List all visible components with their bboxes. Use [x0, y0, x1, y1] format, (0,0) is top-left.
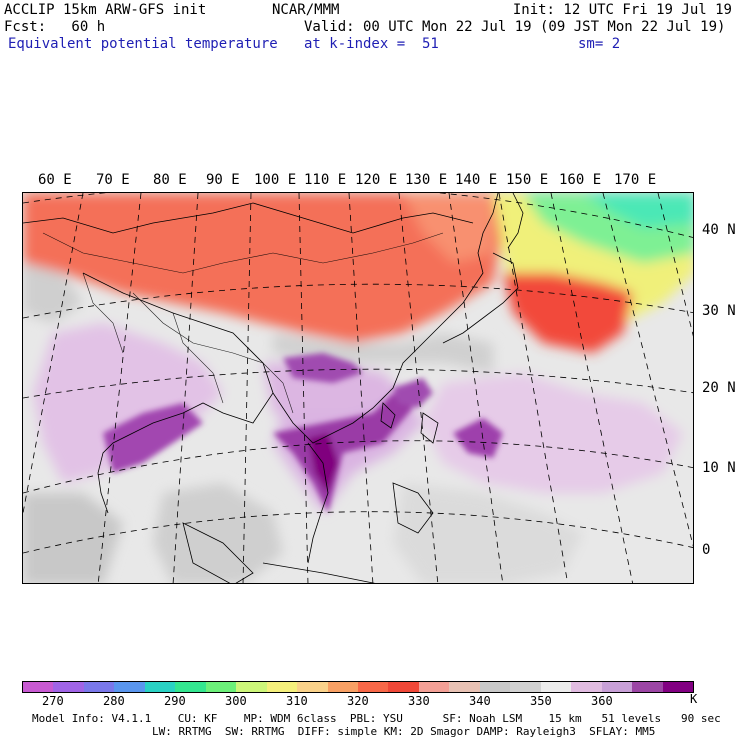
- lon-label: 110 E: [304, 172, 347, 188]
- colorbar-segment: [175, 682, 206, 692]
- lat-label: 10 N: [702, 460, 736, 476]
- colorbar-segment: [479, 682, 511, 692]
- colorbar-tick-label: 300: [225, 694, 247, 708]
- lat-label: 40 N: [702, 222, 736, 238]
- colorbar-segment: [144, 682, 176, 692]
- colorbar-tick-label: 340: [469, 694, 491, 708]
- colorbar-segment: [83, 682, 115, 692]
- vertical-level: at k-index = 51: [304, 36, 439, 52]
- lat-label: 0: [702, 542, 711, 558]
- colorbar-segment: [571, 682, 602, 692]
- colorbar-segment: [266, 682, 298, 692]
- colorbar-segment: [327, 682, 358, 692]
- lon-label: 150 E: [506, 172, 549, 188]
- colorbar-segment: [540, 682, 572, 692]
- colorbar-segment: [297, 682, 328, 692]
- colorbar-segment: [418, 682, 450, 692]
- map-canvas: [23, 193, 693, 583]
- colorbar-unit: K: [690, 692, 698, 706]
- high-theta-cores: [103, 353, 503, 513]
- colorbar-segment: [205, 682, 237, 692]
- lon-label: 60 E: [38, 172, 72, 188]
- country-borders: [42, 232, 444, 414]
- colorbar-tick-label: 290: [164, 694, 186, 708]
- colorbar-tick-label: 320: [347, 694, 369, 708]
- model-info-line-1: Model Info: V4.1.1 CU: KF MP: WDM 6class…: [32, 712, 721, 725]
- lon-label: 120 E: [355, 172, 398, 188]
- coastlines: [23, 193, 524, 583]
- colorbar-segment: [23, 682, 54, 692]
- lat-label: 30 N: [702, 303, 736, 319]
- colorbar-segment: [53, 682, 84, 692]
- field-name: Equivalent potential temperature: [8, 36, 278, 52]
- lon-label: 70 E: [96, 172, 130, 188]
- valid-time: Valid: 00 UTC Mon 22 Jul 19 (09 JST Mon …: [304, 19, 726, 35]
- colorbar: [22, 681, 694, 693]
- lat-label: 20 N: [702, 380, 736, 396]
- colorbar-tick-label: 270: [42, 694, 64, 708]
- colorbar-segment: [632, 682, 663, 692]
- lon-label: 160 E: [559, 172, 602, 188]
- colorbar-segment: [236, 682, 267, 692]
- colorbar-segment: [662, 682, 693, 692]
- lon-label: 90 E: [206, 172, 240, 188]
- colorbar-segment: [114, 682, 145, 692]
- colorbar-tick-label: 360: [591, 694, 613, 708]
- graticule: [23, 193, 693, 583]
- model-info-line-2: LW: RRTMG SW: RRTMG DIFF: simple KM: 2D …: [152, 725, 656, 738]
- model-title: ACCLIP 15km ARW-GFS init: [4, 2, 207, 18]
- colorbar-tick-label: 330: [408, 694, 430, 708]
- colorbar-segment: [388, 682, 419, 692]
- smoothing-label: sm= 2: [578, 36, 621, 52]
- colorbar-segment: [601, 682, 633, 692]
- forecast-hour: Fcst: 60 h: [4, 19, 106, 35]
- colorbar-tick-label: 310: [286, 694, 308, 708]
- lon-label: 140 E: [455, 172, 498, 188]
- colorbar-tick-label: 280: [103, 694, 125, 708]
- colorbar-segment: [510, 682, 541, 692]
- lon-label: 100 E: [254, 172, 297, 188]
- lon-label: 170 E: [614, 172, 657, 188]
- lon-label: 80 E: [153, 172, 187, 188]
- colorbar-segment: [357, 682, 389, 692]
- colorbar-tick-label: 350: [530, 694, 552, 708]
- colorbar-segment: [449, 682, 480, 692]
- organization-label: NCAR/MMM: [272, 2, 340, 18]
- lon-label: 130 E: [405, 172, 448, 188]
- theta-e-map: [22, 192, 694, 584]
- init-time: Init: 12 UTC Fri 19 Jul 19: [512, 2, 732, 18]
